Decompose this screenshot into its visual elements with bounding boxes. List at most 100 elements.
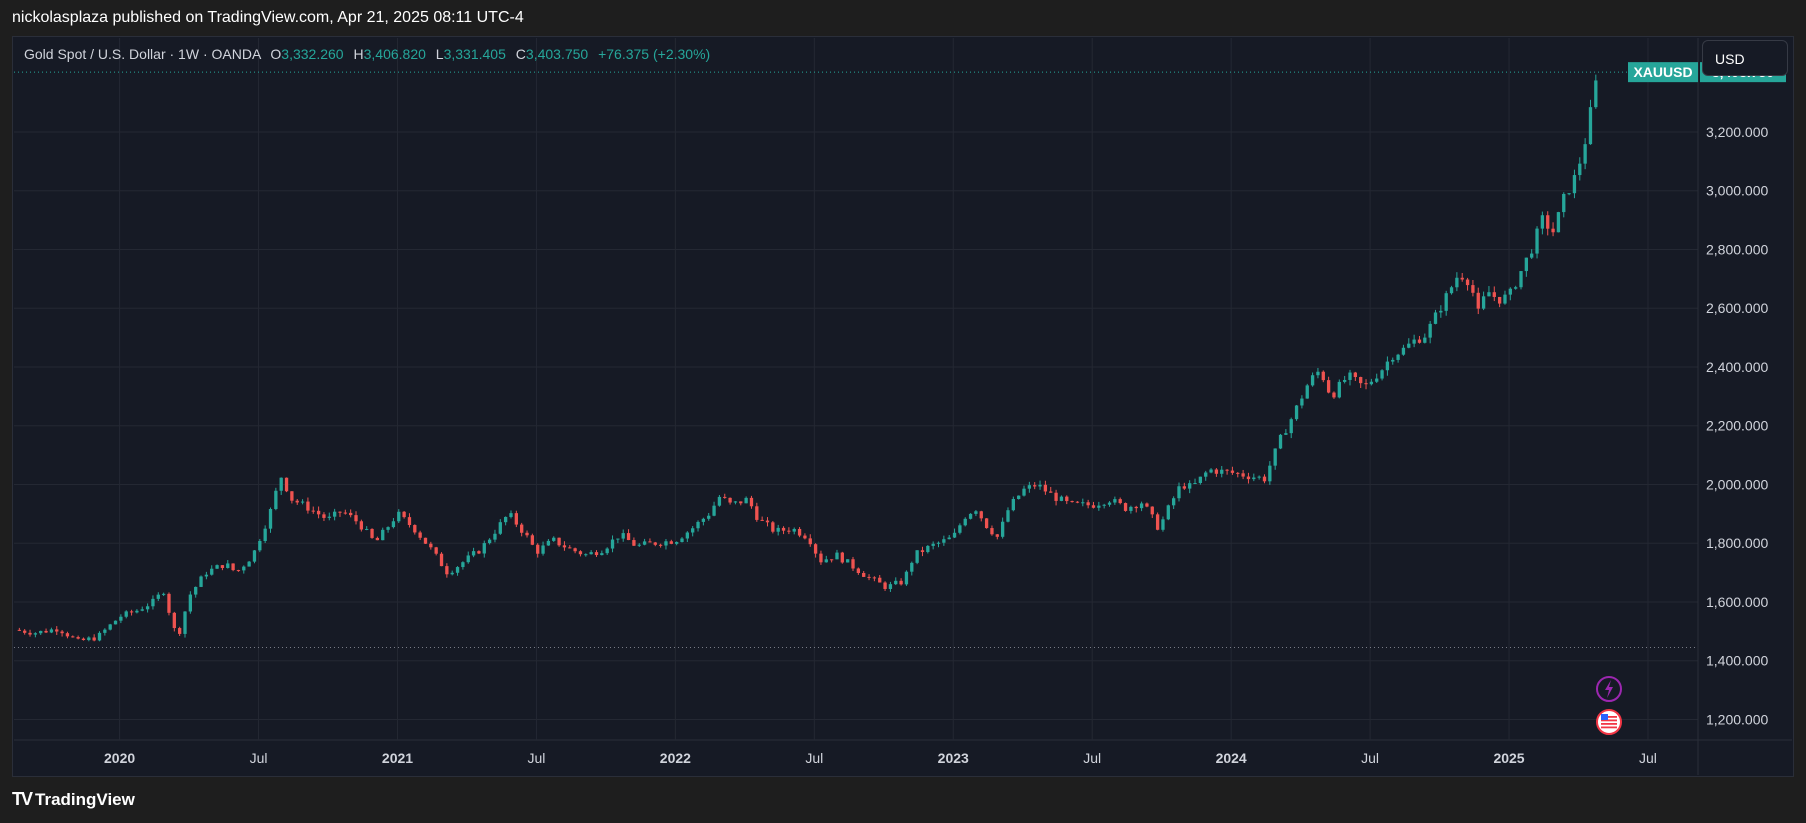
candle-body [199, 576, 203, 587]
candle-body [546, 540, 551, 546]
y-tick-label: 1,800.000 [1706, 535, 1768, 551]
candle-body [1588, 107, 1593, 145]
candle-body [1070, 501, 1074, 503]
x-tick-label: 2021 [382, 750, 413, 766]
candle-body [915, 550, 919, 563]
lightning-bolt-shape [1605, 680, 1613, 698]
time-axis: 2020 Jul 2021 Jul 2022 Jul 2023 Jul 2024 Jul 2025 J… [104, 750, 1657, 766]
candle-body [947, 537, 951, 540]
candle-body [1043, 484, 1048, 492]
candle-body [124, 611, 128, 617]
candle-body [637, 544, 641, 546]
candle-body [658, 544, 663, 546]
candle-body [621, 533, 625, 539]
y-tick-label: 1,600.000 [1706, 594, 1768, 610]
candle-body [696, 521, 700, 529]
candle-body [370, 528, 374, 538]
candle-body [482, 543, 486, 554]
candle-body [252, 550, 257, 562]
candle-body [797, 528, 802, 536]
candle-body [274, 490, 278, 510]
candle-body [1193, 483, 1197, 485]
candle-body [1006, 510, 1010, 522]
candle-body [749, 497, 754, 507]
candle-body [461, 562, 465, 568]
candle-body [600, 553, 604, 556]
candle-body [97, 632, 102, 641]
grid-lines [14, 38, 1792, 775]
candle-body [568, 547, 572, 549]
candle-body [1391, 359, 1395, 362]
candle-body [418, 532, 422, 538]
high-label: H [353, 46, 364, 62]
candle-body [1107, 502, 1112, 505]
open-label: O [270, 46, 282, 62]
candle-body [883, 582, 887, 589]
candle-body [327, 516, 331, 518]
candle-body [55, 629, 59, 632]
candle-body [1177, 486, 1181, 499]
candle-body [680, 538, 684, 543]
footer-logo[interactable]: TV TradingView [12, 789, 135, 810]
candle-body [1113, 499, 1117, 503]
candle-body [188, 594, 193, 612]
candle-body [477, 551, 481, 554]
candle-body [707, 515, 711, 519]
candle-body [1278, 434, 1283, 449]
candle-body [557, 537, 561, 546]
candle-body [573, 548, 577, 552]
candle-body [835, 552, 839, 560]
candle-body [167, 593, 171, 613]
candle-body [1102, 504, 1106, 506]
candle-body [995, 534, 999, 537]
candle-body [803, 535, 807, 539]
candle-body [824, 559, 828, 563]
candle-body [343, 512, 347, 514]
candle-body [247, 561, 251, 567]
candle-body [808, 538, 812, 545]
candle-body [1017, 495, 1021, 499]
candle-body [381, 529, 385, 541]
candle-body [1155, 514, 1160, 530]
candle-body [1540, 215, 1545, 229]
candle-body [402, 511, 406, 518]
candle-body [1546, 215, 1550, 229]
candle-body [562, 545, 567, 548]
candle-body [49, 629, 54, 633]
candle-body [739, 501, 743, 504]
candle-body [1268, 465, 1272, 482]
candle-body [936, 542, 941, 544]
candle-body [242, 566, 246, 571]
candle-body [910, 562, 914, 572]
candle-body [397, 511, 401, 522]
candle-body [231, 563, 235, 571]
currency-button[interactable]: USD [1702, 40, 1788, 76]
candle-body [1332, 392, 1336, 398]
candle-body [1556, 212, 1561, 233]
candle-body [1150, 506, 1154, 515]
candle-body [23, 630, 27, 633]
candle-body [140, 609, 144, 611]
candle-body [407, 517, 412, 526]
candle-body [1487, 292, 1491, 297]
x-tick-label: Jul [1083, 750, 1101, 766]
candle-body [669, 541, 673, 544]
candle-body [1530, 253, 1534, 258]
candle-body [1401, 347, 1406, 355]
candle-body [787, 530, 791, 532]
candle-body [108, 624, 112, 630]
candle-body [765, 520, 770, 523]
x-tick-label: 2020 [104, 750, 135, 766]
chart-pane[interactable] [12, 36, 1794, 777]
candle-body [258, 541, 262, 551]
candle-body [642, 541, 647, 545]
candle-body [71, 636, 75, 638]
close-label: C [515, 46, 526, 62]
candle-body [1407, 343, 1411, 348]
candle-body [295, 500, 299, 503]
candle-body [279, 477, 283, 491]
candle-body [867, 576, 871, 578]
candle-body [263, 528, 267, 542]
candle-body [1054, 492, 1058, 501]
